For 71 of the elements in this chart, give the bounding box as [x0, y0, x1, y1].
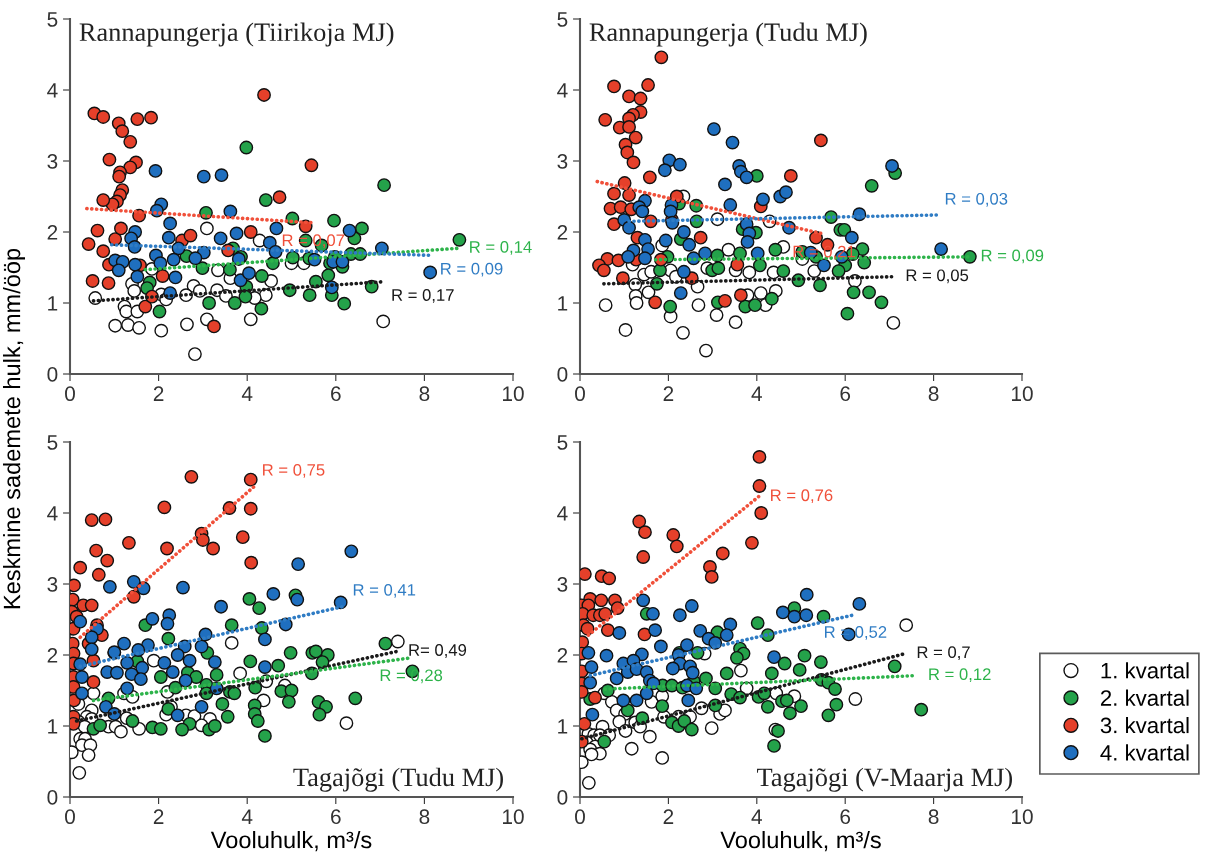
y-tick-label: 1 [558, 719, 568, 734]
annotation: R = 0,09 [441, 262, 503, 277]
x-tick-label: 10 [1012, 809, 1033, 825]
annotation: R = 0,09 [981, 249, 1044, 264]
x-axis-title: Vooluhulk, m³/s [720, 831, 881, 852]
x-tick-label: 0 [575, 386, 585, 402]
annotation: R = 0,12 [929, 668, 991, 683]
y-tick-label: 0 [47, 790, 58, 805]
x-tick-label: 2 [663, 386, 674, 401]
y-tick-label: 3 [47, 154, 58, 169]
y-tick-label: 3 [47, 577, 58, 592]
annotation: R = 0,03 [945, 192, 1008, 207]
y-tick-label: 5 [47, 435, 58, 450]
y-tick-label: 4 [47, 506, 58, 521]
y-tick-label: 1 [558, 296, 568, 311]
chart-title: Rannapungerja (Tiirikoja MJ) [79, 22, 394, 47]
x-tick-label: 2 [153, 809, 164, 824]
legend-label: 4. kvartal [1100, 744, 1189, 761]
x-tick-label: 2 [153, 386, 164, 401]
x-tick-label: 0 [575, 809, 585, 825]
y-tick-label: 5 [557, 12, 568, 27]
annotation: R = 0,75 [263, 463, 325, 478]
text: Tagajõgi (Tudu MJ) [293, 767, 503, 792]
y-tick-label: 1 [48, 296, 58, 311]
x-tick-label: 10 [503, 809, 524, 825]
annotation: R= 0,49 [409, 644, 467, 658]
annotation: R = 0,05 [906, 269, 969, 284]
x-tick-label: 8 [419, 809, 430, 825]
legend-label: 3. kvartal [1100, 716, 1189, 734]
x-tick-label: 4 [751, 809, 762, 824]
text: Tagajõgi (V-Maarja MJ) [757, 767, 1012, 792]
x-tick-label: 8 [928, 386, 939, 402]
x-tick-label: 10 [1012, 386, 1033, 402]
x-tick-label: 6 [840, 809, 851, 825]
x-tick-label: 2 [663, 809, 674, 824]
y-tick-label: 4 [47, 83, 58, 98]
x-tick-label: 0 [65, 809, 75, 825]
x-tick-label: 4 [241, 809, 253, 824]
x-tick-label: 4 [241, 386, 253, 401]
x-tick-label: 6 [331, 809, 341, 825]
y-axis-title: Keskmine sademete hulk, mm/ööp [3, 248, 25, 609]
legend-label: 2. kvartal [1100, 689, 1189, 706]
y-tick-label: 2 [557, 225, 568, 240]
y-tick-label: 5 [47, 12, 58, 27]
y-tick-label: 1 [48, 719, 58, 734]
y-tick-label: 2 [557, 648, 568, 663]
y-tick-label: 4 [557, 83, 568, 98]
annotation: R = 0,14 [470, 241, 532, 255]
x-axis-title: Vooluhulk, m³/s [210, 831, 372, 852]
y-tick-label: 0 [557, 367, 568, 382]
x-tick-label: 6 [840, 386, 851, 402]
x-tick-label: 8 [928, 809, 939, 825]
y-tick-label: 3 [557, 154, 568, 169]
annotation: R = 0,7 [917, 646, 970, 661]
x-tick-label: 10 [503, 386, 524, 402]
annotation: R = 0,41 [353, 583, 416, 598]
x-tick-label: 0 [65, 386, 75, 402]
y-tick-label: 0 [47, 367, 58, 382]
y-tick-label: 2 [47, 225, 58, 240]
legend-label: 1. kvartal [1101, 662, 1189, 679]
annotation: R = 0,76 [771, 489, 833, 504]
x-tick-label: 4 [751, 386, 762, 401]
chart-title: Rannapungerja (Tudu MJ) [589, 22, 867, 47]
x-tick-label: 8 [419, 386, 430, 402]
annotation: R = 0,17 [392, 289, 454, 303]
y-tick-label: 2 [47, 648, 58, 663]
y-tick-label: 5 [557, 435, 568, 450]
x-tick-label: 6 [331, 386, 341, 402]
y-tick-label: 4 [557, 506, 568, 521]
y-tick-label: 0 [557, 790, 568, 805]
y-tick-label: 3 [557, 577, 568, 592]
